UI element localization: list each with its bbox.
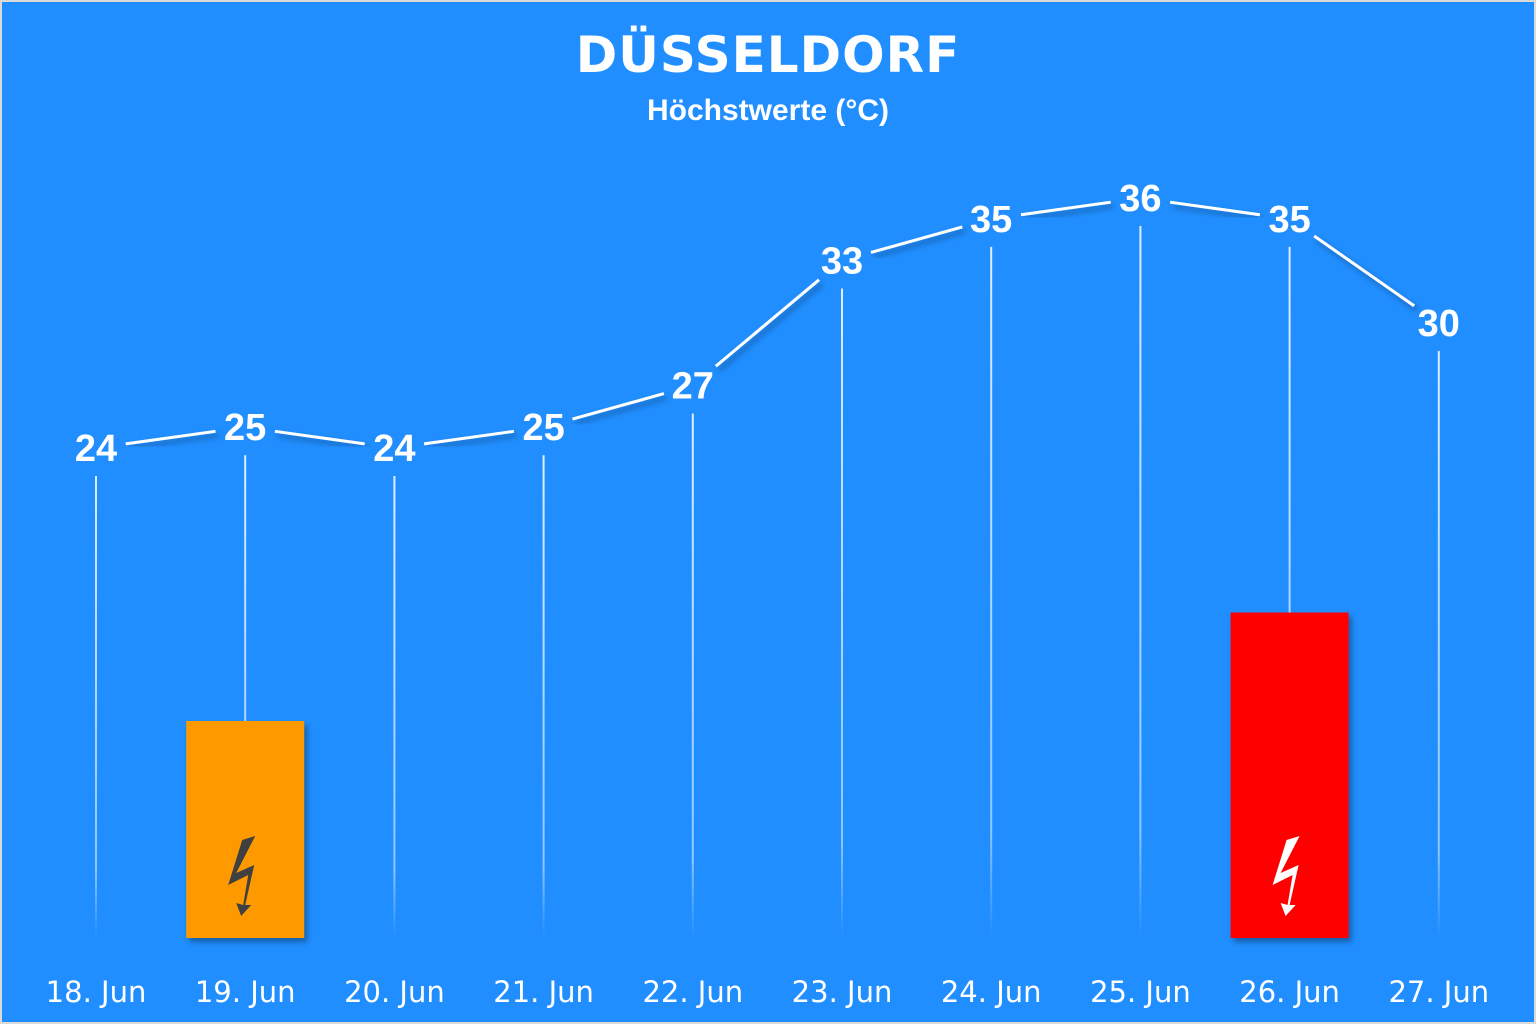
drop-line bbox=[95, 476, 97, 938]
drop-line bbox=[841, 288, 843, 938]
x-tick-label: 25. Jun bbox=[1090, 975, 1191, 1009]
data-label: 24 bbox=[373, 428, 415, 470]
series-line-segment bbox=[125, 429, 216, 446]
data-label: 35 bbox=[970, 199, 1012, 241]
series-line-segment bbox=[1313, 234, 1416, 308]
chart-title: DÜSSELDORF bbox=[575, 26, 961, 84]
x-tick-label: 22. Jun bbox=[642, 975, 743, 1009]
lightning-icon bbox=[1272, 836, 1300, 916]
chart-subtitle: Höchstwerte (°C) bbox=[646, 94, 890, 127]
drop-line bbox=[244, 455, 247, 938]
drop-line bbox=[393, 476, 396, 938]
x-tick-label: 26. Jun bbox=[1239, 975, 1340, 1009]
x-tick-label: 21. Jun bbox=[493, 975, 594, 1009]
drop-line bbox=[1288, 246, 1291, 938]
series-line-segment bbox=[870, 225, 963, 254]
drop-line bbox=[990, 246, 993, 938]
data-label: 27 bbox=[672, 366, 714, 408]
x-tick-label: 20. Jun bbox=[344, 975, 445, 1009]
x-tick-label: 19. Jun bbox=[195, 975, 296, 1009]
series-line-segment bbox=[274, 429, 365, 446]
warning-bar bbox=[1230, 612, 1349, 938]
lightning-icon bbox=[228, 836, 256, 916]
data-label: 24 bbox=[75, 428, 117, 470]
x-tick-label: 18. Jun bbox=[46, 975, 147, 1009]
x-tick-label: 27. Jun bbox=[1388, 975, 1489, 1009]
data-label: 30 bbox=[1418, 303, 1460, 345]
data-label: 25 bbox=[522, 407, 564, 449]
data-label: 25 bbox=[224, 407, 266, 449]
drop-line bbox=[542, 455, 545, 938]
x-tick-label: 23. Jun bbox=[792, 975, 893, 1009]
data-label: 33 bbox=[821, 241, 863, 283]
series-line-segment bbox=[1169, 200, 1261, 217]
data-label: 35 bbox=[1268, 199, 1310, 241]
drop-line bbox=[1139, 226, 1142, 939]
drop-line bbox=[1437, 351, 1440, 938]
drop-line bbox=[691, 413, 694, 938]
series-line-segment bbox=[1020, 200, 1111, 217]
series-line-segment bbox=[572, 392, 665, 421]
series-line-segment bbox=[423, 429, 515, 446]
data-label: 36 bbox=[1119, 178, 1161, 220]
x-tick-label: 24. Jun bbox=[941, 975, 1042, 1009]
series-line-segment bbox=[714, 278, 820, 368]
